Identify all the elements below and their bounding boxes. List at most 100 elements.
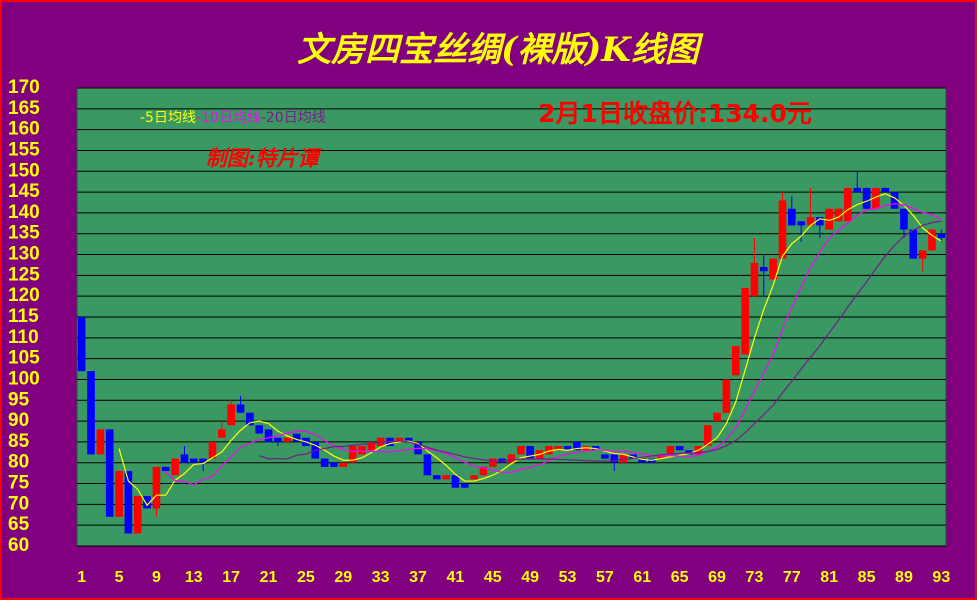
y-tick-label: 145 <box>8 181 40 202</box>
legend: -5日均线 -10日均线 -20日均线 <box>140 110 326 126</box>
candle-body <box>862 187 871 209</box>
candle-body <box>638 458 647 463</box>
x-tick-label: 25 <box>297 569 315 586</box>
legend-entry: -5日均线 <box>140 110 196 126</box>
candle-body <box>283 437 292 442</box>
y-tick-label: 75 <box>8 473 30 494</box>
candle-body <box>115 471 123 517</box>
candle-body <box>619 454 628 463</box>
candle-body <box>423 454 432 476</box>
candle-body <box>180 454 189 463</box>
candle-body <box>909 229 918 259</box>
x-tick-label: 5 <box>115 569 124 586</box>
candle-body <box>395 437 404 442</box>
x-tick-label: 33 <box>372 569 390 586</box>
y-tick-label: 105 <box>8 348 40 369</box>
y-tick-label: 155 <box>8 139 40 160</box>
y-tick-label: 70 <box>8 493 29 514</box>
close-price-note: 2月1日收盘价:134.0元 <box>538 99 812 128</box>
candle-body <box>133 496 142 534</box>
candle-body <box>227 404 235 426</box>
candle-body <box>161 466 170 472</box>
candle-body <box>339 462 348 467</box>
candle-body <box>825 208 833 230</box>
candle-body <box>853 187 862 193</box>
candle-body <box>788 208 796 226</box>
ma-line <box>259 220 942 462</box>
candle-body <box>890 192 899 209</box>
candle-body <box>292 433 301 442</box>
candle-body <box>367 441 376 451</box>
y-tick-label: 60 <box>8 535 29 556</box>
x-tick-label: 61 <box>633 569 651 586</box>
candle-body <box>264 429 273 442</box>
grid <box>77 87 946 547</box>
y-tick-label: 115 <box>8 306 39 327</box>
candle-body <box>573 441 581 451</box>
x-tick-label: 77 <box>783 569 801 586</box>
candle-body <box>124 471 133 534</box>
candle-body <box>218 429 226 438</box>
candle-body <box>489 458 497 467</box>
candle-body <box>685 450 693 455</box>
candle-body <box>171 458 179 476</box>
candle-body <box>703 425 712 447</box>
axes: 6065707580859095100105110115120125130135… <box>8 77 950 586</box>
candle-body <box>806 217 815 226</box>
y-tick-label: 150 <box>8 160 40 181</box>
y-tick-label: 125 <box>8 264 40 285</box>
x-tick-label: 81 <box>820 569 838 586</box>
y-tick-label: 140 <box>8 202 40 223</box>
y-tick-label: 165 <box>8 98 40 119</box>
candle-body <box>143 496 151 509</box>
candle-body <box>87 371 95 455</box>
candle-body <box>358 446 366 455</box>
candle-body <box>479 466 488 476</box>
candle-body <box>759 267 768 272</box>
candle-body <box>330 462 338 467</box>
x-tick-label: 21 <box>260 569 278 586</box>
candle-body <box>246 412 254 426</box>
candle-body <box>797 221 805 226</box>
y-tick-label: 110 <box>8 327 39 348</box>
y-tick-label: 160 <box>8 119 40 140</box>
candle-body <box>601 454 609 459</box>
x-tick-label: 37 <box>409 569 427 586</box>
y-tick-label: 130 <box>8 244 40 265</box>
candle-body <box>451 475 460 488</box>
candle-body <box>442 475 450 480</box>
y-tick-label: 90 <box>8 410 29 431</box>
author-note: 制图:特片谭 <box>206 146 323 171</box>
candle-body <box>900 208 908 230</box>
candle-body <box>274 437 282 442</box>
title-box <box>215 24 785 76</box>
x-tick-label: 69 <box>708 569 726 586</box>
y-tick-label: 170 <box>8 77 40 98</box>
candle-body <box>320 458 329 467</box>
candle-body <box>236 404 245 413</box>
candle-body <box>675 446 684 451</box>
candle-body <box>937 233 946 238</box>
candle-body <box>507 454 516 463</box>
candle-body <box>526 446 534 459</box>
candle-body <box>470 475 478 480</box>
x-tick-label: 13 <box>185 569 203 586</box>
candle-body <box>105 429 114 517</box>
candle-body <box>96 429 105 455</box>
ma-line <box>165 203 942 486</box>
x-tick-label: 17 <box>222 569 240 586</box>
y-tick-label: 100 <box>8 368 40 389</box>
candle-body <box>610 454 619 463</box>
candles <box>77 171 946 534</box>
y-tick-label: 135 <box>8 223 40 244</box>
x-tick-label: 57 <box>596 569 614 586</box>
candle-body <box>750 262 759 297</box>
candle-body <box>348 446 357 463</box>
candle-body <box>713 412 721 422</box>
x-tick-label: 41 <box>447 569 465 586</box>
candle-body <box>834 208 843 222</box>
legend-entry: -10日均线 <box>196 110 261 126</box>
candle-body <box>190 458 198 463</box>
candle-body <box>778 200 787 259</box>
candle-body <box>517 446 525 455</box>
